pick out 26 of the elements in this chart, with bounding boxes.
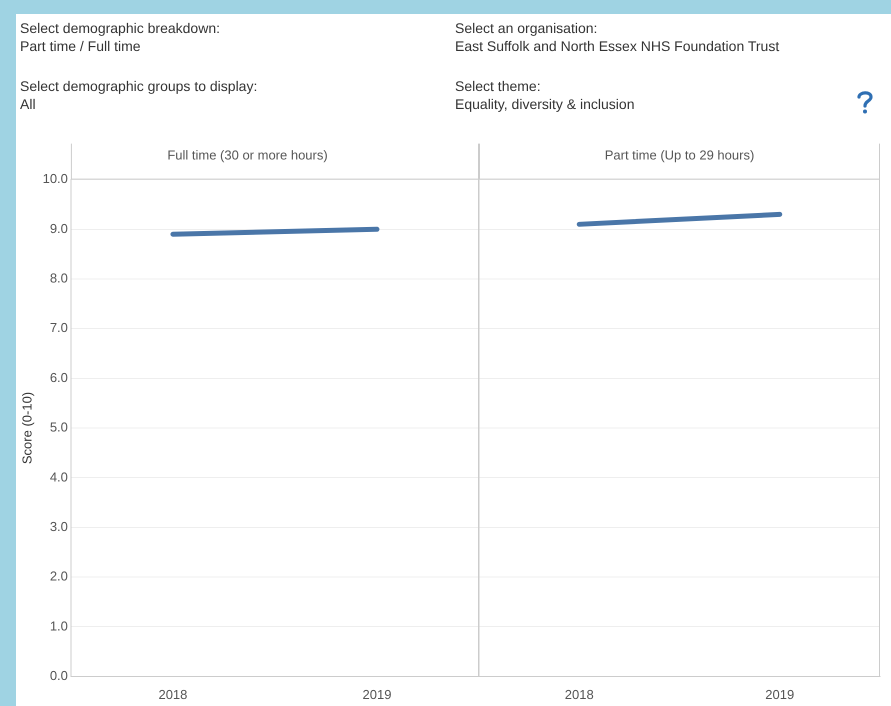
chart-title: Full time (30 or more hours) (167, 147, 328, 162)
y-tick-label: 4.0 (50, 469, 68, 484)
text: Select theme: (455, 78, 541, 94)
text: All (20, 96, 36, 112)
y-axis-title: Score (0-10) (19, 392, 34, 464)
y-tick-label: 5.0 (50, 420, 68, 435)
text: Part time / Full time (20, 38, 141, 54)
x-tick-label: 2018 (158, 686, 188, 702)
y-tick-label: 3.0 (50, 518, 68, 534)
y-tick-label: 7.0 (50, 320, 68, 336)
x-tick-label: 2018 (564, 686, 594, 702)
text: Select demographic groups to display: (20, 78, 258, 94)
y-tick-label: 8.0 (50, 270, 68, 286)
y-tick-label: 0.0 (50, 668, 68, 683)
x-tick-label: 2019 (362, 686, 392, 702)
y-tick-label: 1.0 (50, 618, 68, 634)
y-tick-label: 9.0 (50, 220, 68, 236)
x-tick-label: 2019 (765, 686, 794, 702)
chart-title: Part time (Up to 29 hours) (604, 147, 754, 162)
text: Select an organisation: (455, 20, 598, 36)
text: Equality, diversity & inclusion (455, 96, 634, 112)
y-tick-label: 10.0 (42, 171, 68, 186)
y-tick-label: 6.0 (50, 370, 68, 385)
text: East Suffolk and North Essex NHS Foundation Trust (455, 38, 780, 54)
y-tick-label: 2.0 (50, 568, 68, 584)
text: Select demographic breakdown: (20, 20, 220, 36)
